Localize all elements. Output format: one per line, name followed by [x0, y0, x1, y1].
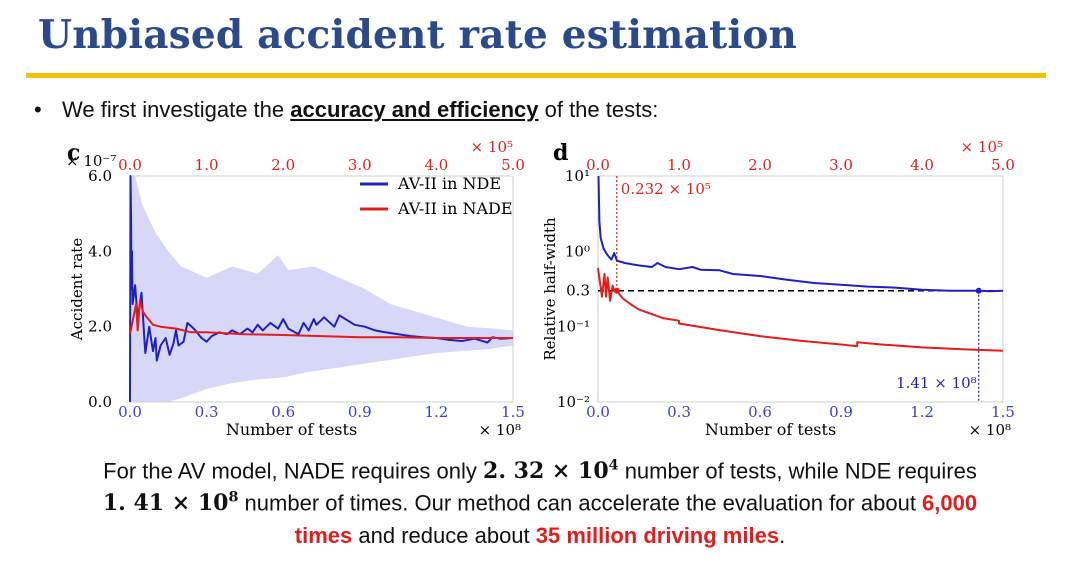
- summary-highlight-times: times: [294, 523, 353, 548]
- x-tick-label: 0.9: [348, 403, 372, 421]
- y-axis-label: Accident rate: [68, 238, 86, 342]
- y-tick-label: 10¹: [565, 167, 590, 185]
- series-line-nade: [129, 299, 513, 339]
- summary-line-2: 1. 41 × 108 number of times. Our method …: [20, 490, 1060, 516]
- legend-label: AV-II in NDE: [397, 174, 501, 193]
- top-tick-label: 1.0: [667, 156, 691, 174]
- summary-highlight-speedup: 6,000: [922, 490, 978, 516]
- plot-frame-d: [597, 175, 1004, 403]
- bullet-emphasis: accuracy and efficiency: [290, 97, 539, 122]
- x-tick-label: 0.6: [748, 403, 772, 421]
- y-multiplier: × 10⁻⁷: [66, 152, 116, 170]
- x-tick-label: 0.3: [195, 403, 219, 421]
- top-tick-label: 1.0: [195, 156, 219, 174]
- top-tick-label: 2.0: [271, 156, 295, 174]
- summary-highlight-miles: 35 million driving miles: [535, 523, 780, 548]
- panel-label-c: c: [67, 140, 80, 166]
- top-tick-label: 4.0: [424, 156, 448, 174]
- title-underline-rule: [26, 73, 1046, 78]
- x-tick-label: 0.9: [829, 403, 853, 421]
- y-tick-label: 2.0: [88, 318, 112, 336]
- y-tick-label: 0.3: [566, 282, 590, 300]
- x-tick-label: 1.2: [424, 403, 448, 421]
- summary-line-3: times and reduce about 35 million drivin…: [20, 523, 1060, 549]
- x-tick-label: 1.5: [501, 403, 525, 421]
- top-tick-label: 2.0: [748, 156, 772, 174]
- summary-text: .: [779, 523, 786, 548]
- summary-text: number of tests, while NDE requires: [618, 458, 977, 484]
- summary-text: and reduce about: [352, 523, 536, 548]
- top-tick-label: 5.0: [501, 156, 525, 174]
- x-axis-label: Number of tests: [705, 420, 836, 439]
- summary-text: number of times. Our method can accelera…: [238, 490, 923, 516]
- top-tick-label: 4.0: [910, 156, 934, 174]
- summary-text: For the AV model, NADE requires only: [103, 458, 484, 484]
- bullet-text-pre: We first investigate the: [62, 97, 291, 122]
- x-tick-label: 1.2: [910, 403, 934, 421]
- x-multiplier: × 10⁸: [479, 421, 521, 439]
- y-tick-label: 10⁻²: [557, 393, 590, 411]
- series-line-nde: [129, 175, 514, 403]
- annotation-nde-crossing: 1.41 × 10⁸: [896, 374, 977, 392]
- panel-label-d: d: [553, 140, 568, 166]
- top-multiplier: × 10⁵: [961, 138, 1003, 156]
- slide-title: Unbiased accident rate estimation: [38, 12, 798, 58]
- x-tick-label: 0.0: [118, 403, 142, 421]
- bullet-text-post: of the tests:: [538, 97, 659, 122]
- bullet-line: • We first investigate the accuracy and e…: [34, 97, 658, 123]
- y-tick-label: 4.0: [88, 242, 112, 260]
- legend-label: AV-II in NADE: [397, 199, 513, 218]
- y-axis-label: Relative half-width: [541, 217, 559, 361]
- x-multiplier: × 10⁸: [969, 421, 1011, 439]
- x-tick-label: 0.0: [586, 403, 610, 421]
- y-tick-label: 10⁰: [565, 242, 590, 260]
- x-tick-label: 1.5: [991, 403, 1015, 421]
- top-tick-label: 5.0: [991, 156, 1015, 174]
- summary-math-nade: 2. 32 × 104: [483, 458, 619, 485]
- bullet-dot: •: [34, 97, 42, 122]
- top-tick-label: 0.0: [118, 156, 142, 174]
- confidence-band: [130, 176, 513, 402]
- top-tick-label: 3.0: [829, 156, 853, 174]
- y-tick-label: 10⁻¹: [557, 318, 590, 336]
- x-axis-label: Number of tests: [226, 420, 357, 439]
- summary-line-1: For the AV model, NADE requires only 2. …: [20, 458, 1060, 484]
- series-line-nde: [597, 175, 1004, 293]
- y-tick-label: 0.0: [88, 393, 112, 411]
- top-tick-label: 3.0: [348, 156, 372, 174]
- annotation-nade-crossing: 0.232 × 10⁵: [621, 180, 711, 198]
- x-tick-label: 0.6: [271, 403, 295, 421]
- top-multiplier: × 10⁵: [471, 138, 513, 156]
- summary-math-nde: 1. 41 × 108: [102, 490, 239, 517]
- y-tick-label: 6.0: [88, 167, 112, 185]
- x-tick-label: 0.3: [667, 403, 691, 421]
- series-line-nade: [597, 267, 1004, 352]
- top-tick-label: 0.0: [586, 156, 610, 174]
